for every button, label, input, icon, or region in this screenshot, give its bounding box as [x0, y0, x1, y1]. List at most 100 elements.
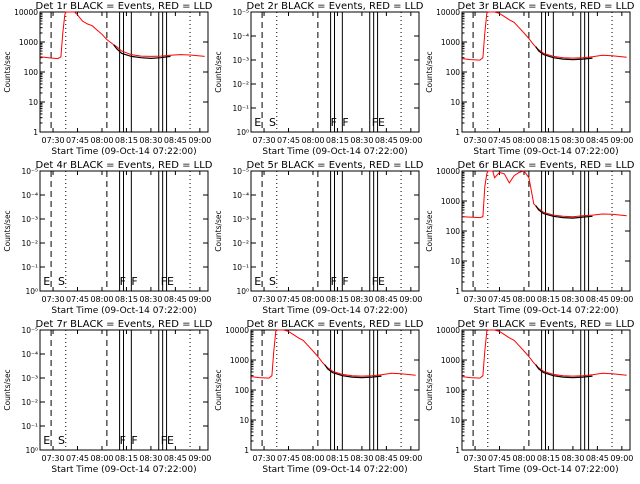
y-tick-label: 10⁻⁵ [21, 326, 38, 335]
x-tick-label: 08:15 [326, 454, 349, 463]
x-tick-label: 08:00 [512, 136, 535, 145]
y-tick-label: 10000 [14, 8, 38, 17]
x-tick-label: 08:15 [537, 136, 560, 145]
x-tick-label: 08:30 [350, 454, 373, 463]
y-tick-label: 1000 [441, 356, 460, 365]
y-tick-label: 10⁰ [25, 287, 38, 296]
y-tick-label: 1000 [441, 197, 460, 206]
y-tick-label: 10⁻³ [232, 56, 249, 65]
panel-title: Det 7r BLACK = Events, RED = LLD [36, 319, 213, 330]
event-marker-label: F [131, 275, 137, 288]
lld-series-line [462, 11, 627, 61]
event-marker-label: E [254, 275, 261, 288]
x-tick-label: 08:15 [326, 136, 349, 145]
x-tick-label: 07:30 [464, 454, 487, 463]
x-axis-label: Start Time (09-Oct-14 07:22:00) [473, 306, 618, 316]
event-marker-label: F [120, 275, 126, 288]
x-axis-label: Start Time (09-Oct-14 07:22:00) [262, 306, 407, 316]
event-marker-label: F [131, 434, 137, 447]
event-marker-label: F [331, 116, 337, 129]
y-tick-label: 10 [450, 416, 460, 425]
x-tick-label: 07:30 [42, 136, 65, 145]
y-tick-label: 10⁻³ [21, 374, 38, 383]
x-axis-label: Start Time (09-Oct-14 07:22:00) [51, 465, 196, 475]
y-tick-label: 10⁻⁴ [21, 350, 38, 359]
panel-title: Det 2r BLACK = Events, RED = LLD [247, 1, 424, 12]
x-tick-label: 08:30 [139, 295, 162, 304]
y-tick-label: 1 [455, 446, 460, 455]
x-axis-label: Start Time (09-Oct-14 07:22:00) [473, 465, 618, 475]
y-tick-label: 10 [28, 98, 38, 107]
y-axis-label: Counts/sec [3, 51, 12, 92]
x-tick-label: 09:00 [188, 295, 211, 304]
x-tick-label: 08:00 [90, 295, 113, 304]
x-axis-label: Start Time (09-Oct-14 07:22:00) [51, 147, 196, 157]
x-tick-label: 09:00 [399, 454, 422, 463]
event-marker-label: F [120, 434, 126, 447]
x-tick-label: 07:30 [253, 454, 276, 463]
x-tick-label: 09:00 [399, 295, 422, 304]
x-tick-label: 08:30 [561, 454, 584, 463]
y-axis-label: Counts/sec [214, 51, 223, 92]
y-tick-label: 10⁻¹ [232, 104, 249, 113]
x-tick-label: 08:30 [350, 295, 373, 304]
y-axis-label: Counts/sec [3, 210, 12, 251]
panel-title: Det 8r BLACK = Events, RED = LLD [247, 319, 424, 330]
x-axis-label: Start Time (09-Oct-14 07:22:00) [473, 147, 618, 157]
x-tick-label: 07:45 [488, 136, 511, 145]
x-tick-label: 09:00 [188, 454, 211, 463]
lld-series-line [462, 329, 627, 379]
x-tick-label: 07:45 [66, 454, 89, 463]
y-tick-label: 1000 [19, 38, 38, 47]
x-tick-label: 09:00 [610, 295, 633, 304]
events-series-line [535, 205, 593, 219]
y-tick-label: 10⁻⁵ [232, 167, 249, 176]
panel-title: Det 6r BLACK = Events, RED = LLD [458, 160, 635, 171]
x-tick-label: 07:45 [66, 295, 89, 304]
x-tick-label: 08:45 [586, 295, 609, 304]
x-tick-label: 07:45 [277, 136, 300, 145]
x-tick-label: 08:00 [90, 454, 113, 463]
y-tick-label: 100 [446, 68, 461, 77]
y-tick-label: 1000 [441, 38, 460, 47]
panel-6: Det 6r BLACK = Events, RED = LLD 07:30 07:… [425, 160, 635, 316]
y-tick-label: 10⁻¹ [232, 263, 249, 272]
y-tick-label: 100 [24, 68, 39, 77]
y-tick-label: 10000 [225, 326, 249, 335]
events-series-line [535, 364, 593, 379]
x-tick-label: 07:45 [66, 136, 89, 145]
x-tick-label: 08:15 [115, 136, 138, 145]
event-marker-label: FE [372, 275, 385, 288]
events-series-line [535, 46, 593, 61]
y-tick-label: 10⁻⁴ [232, 32, 249, 41]
event-marker-label: S [269, 116, 276, 129]
x-tick-label: 08:15 [115, 295, 138, 304]
x-tick-label: 08:30 [561, 295, 584, 304]
y-tick-label: 10⁻¹ [21, 263, 38, 272]
x-tick-label: 07:30 [42, 295, 65, 304]
y-tick-label: 10 [450, 257, 460, 266]
panel-2: Det 2r BLACK = Events, RED = LLD 07:30 07:… [214, 1, 424, 157]
y-tick-label: 10000 [436, 8, 460, 17]
x-tick-label: 08:45 [375, 136, 398, 145]
event-marker-label: FE [161, 434, 174, 447]
x-tick-label: 07:30 [464, 136, 487, 145]
x-tick-label: 08:45 [586, 454, 609, 463]
x-tick-label: 08:15 [537, 454, 560, 463]
events-series-line [324, 364, 382, 379]
panel-3: Det 3r BLACK = Events, RED = LLD 07:30 07:… [425, 1, 635, 157]
y-tick-label: 10000 [436, 167, 460, 176]
event-marker-label: E [254, 116, 261, 129]
panel-1: Det 1r BLACK = Events, RED = LLD 07:30 07:… [3, 1, 213, 157]
y-tick-label: 10⁻⁵ [232, 8, 249, 17]
x-tick-label: 08:00 [512, 454, 535, 463]
y-tick-label: 1000 [230, 356, 249, 365]
x-tick-label: 08:00 [301, 454, 324, 463]
lld-series-line [40, 11, 205, 60]
y-tick-label: 100 [235, 386, 250, 395]
y-tick-label: 10⁻³ [232, 215, 249, 224]
x-tick-label: 08:30 [350, 136, 373, 145]
event-marker-label: F [331, 275, 337, 288]
x-tick-label: 07:45 [488, 454, 511, 463]
